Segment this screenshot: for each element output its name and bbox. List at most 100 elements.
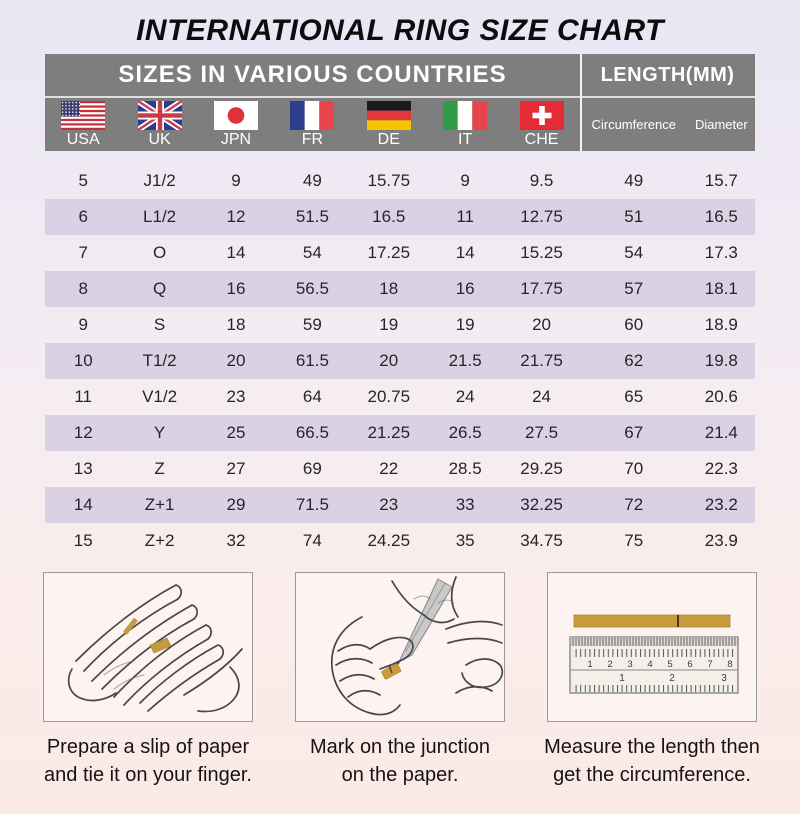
cell-fr: 49 xyxy=(302,171,322,190)
paper-strip-icon xyxy=(573,614,731,628)
cell-fr: 59 xyxy=(302,315,322,334)
table-header: SIZES IN VARIOUS COUNTRIES LENGTH(MM) xyxy=(45,54,755,151)
cell-diameter: 23.9 xyxy=(704,531,738,550)
svg-text:6: 6 xyxy=(687,659,692,670)
column-fr: FR xyxy=(274,101,350,148)
mark-junction-illustration xyxy=(295,572,505,722)
column-uk: UK xyxy=(121,101,197,148)
svg-text:3: 3 xyxy=(721,673,727,684)
step-2: Mark on the junction on the paper. xyxy=(295,572,505,789)
cell-de: 21.25 xyxy=(367,423,411,442)
cell-de: 22 xyxy=(379,459,399,478)
cell-circumference: 60 xyxy=(624,315,644,334)
cell-uk: Z xyxy=(154,459,165,478)
cell-de: 15.75 xyxy=(367,171,411,190)
paper-slip-knot-icon xyxy=(149,637,172,654)
table-row: 6 L1/2 12 51.5 16.5 11 12.75 51 16.5 xyxy=(45,199,755,235)
cell-uk: O xyxy=(152,243,167,262)
cell-usa: 10 xyxy=(73,351,93,370)
cell-diameter: 15.7 xyxy=(704,171,738,190)
paper-slip-icon xyxy=(123,618,138,635)
column-label: JPN xyxy=(220,131,252,148)
cell-de: 20.75 xyxy=(367,387,411,406)
cell-circumference: 49 xyxy=(624,171,644,190)
cell-it: 14 xyxy=(455,243,475,262)
cell-circumference: 62 xyxy=(624,351,644,370)
cell-circumference: 51 xyxy=(624,207,644,226)
cell-circumference: 72 xyxy=(624,495,644,514)
size-table-body: 5 J1/2 9 49 15.75 9 9.5 49 15.7 6 L1/2 1… xyxy=(45,163,755,559)
cell-de: 23 xyxy=(379,495,399,514)
column-label: FR xyxy=(301,131,324,148)
cell-usa: 11 xyxy=(74,387,93,406)
cell-usa: 13 xyxy=(73,459,93,478)
step-caption-line: Measure the length then xyxy=(544,736,760,758)
table-row: 10 T1/2 20 61.5 20 21.5 21.75 62 19.8 xyxy=(45,343,755,379)
cell-fr: 54 xyxy=(302,243,322,262)
cell-usa: 7 xyxy=(78,243,88,262)
svg-text:1: 1 xyxy=(587,659,592,670)
cell-usa: 8 xyxy=(78,279,88,298)
cell-uk: Q xyxy=(152,279,167,298)
column-label: UK xyxy=(148,131,171,148)
cell-uk: Z+2 xyxy=(144,531,175,550)
cell-jpn: 25 xyxy=(226,423,246,442)
cell-jpn: 18 xyxy=(226,315,246,334)
cell-uk: Z+1 xyxy=(144,495,175,514)
cell-it: 35 xyxy=(455,531,475,550)
cell-de: 24.25 xyxy=(367,531,411,550)
cell-che: 29.25 xyxy=(520,459,563,478)
column-label: DE xyxy=(377,131,400,148)
cell-fr: 56.5 xyxy=(295,279,329,298)
cell-uk: J1/2 xyxy=(143,171,176,190)
cell-it: 28.5 xyxy=(448,459,482,478)
cell-usa: 9 xyxy=(78,315,88,334)
cell-fr: 74 xyxy=(302,531,322,550)
cell-diameter: 23.2 xyxy=(704,495,738,514)
cell-it: 33 xyxy=(455,495,475,514)
switzerland-flag-icon xyxy=(519,101,564,130)
column-che: CHE xyxy=(503,101,579,148)
cell-it: 26.5 xyxy=(448,423,482,442)
cell-it: 21.5 xyxy=(448,351,482,370)
step-caption: Measure the length then get the circumfe… xyxy=(527,733,777,789)
cell-che: 17.75 xyxy=(520,279,563,298)
header-vertical-divider xyxy=(580,54,582,151)
table-row: 12 Y 25 66.5 21.25 26.5 27.5 67 21.4 xyxy=(45,415,755,451)
column-label: USA xyxy=(66,131,100,148)
cell-usa: 6 xyxy=(78,207,88,226)
cell-it: 24 xyxy=(455,387,475,406)
usa-flag-icon xyxy=(61,101,106,130)
italy-flag-icon xyxy=(443,101,488,130)
cell-usa: 5 xyxy=(78,171,88,190)
column-usa: USA xyxy=(45,101,121,148)
svg-text:1: 1 xyxy=(619,673,625,684)
cell-jpn: 20 xyxy=(226,351,246,370)
column-header-row: USA UK xyxy=(45,98,755,151)
cell-che: 21.75 xyxy=(520,351,563,370)
svg-text:8: 8 xyxy=(727,659,732,670)
step-caption: Prepare a slip of paper and tie it on yo… xyxy=(23,733,273,789)
cell-che: 24 xyxy=(532,387,551,406)
germany-flag-icon xyxy=(366,101,411,130)
cell-de: 20 xyxy=(379,351,399,370)
table-row: 14 Z+1 29 71.5 23 33 32.25 72 23.2 xyxy=(45,487,755,523)
cell-circumference: 65 xyxy=(624,387,644,406)
cell-de: 19 xyxy=(379,315,399,334)
cell-de: 17.25 xyxy=(367,243,411,262)
page-title: INTERNATIONAL RING SIZE CHART xyxy=(136,14,664,47)
cell-jpn: 14 xyxy=(226,243,246,262)
cell-uk: Y xyxy=(153,423,166,442)
column-jpn: JPN xyxy=(198,101,274,148)
cell-fr: 71.5 xyxy=(295,495,329,514)
cell-fr: 66.5 xyxy=(295,423,329,442)
cell-fr: 64 xyxy=(302,387,322,406)
cell-che: 15.25 xyxy=(520,243,563,262)
size-table: SIZES IN VARIOUS COUNTRIES LENGTH(MM) xyxy=(45,54,755,559)
column-it: IT xyxy=(427,101,503,148)
cell-circumference: 57 xyxy=(624,279,644,298)
svg-text:4: 4 xyxy=(647,659,652,670)
cell-fr: 51.5 xyxy=(295,207,329,226)
cell-fr: 69 xyxy=(302,459,322,478)
